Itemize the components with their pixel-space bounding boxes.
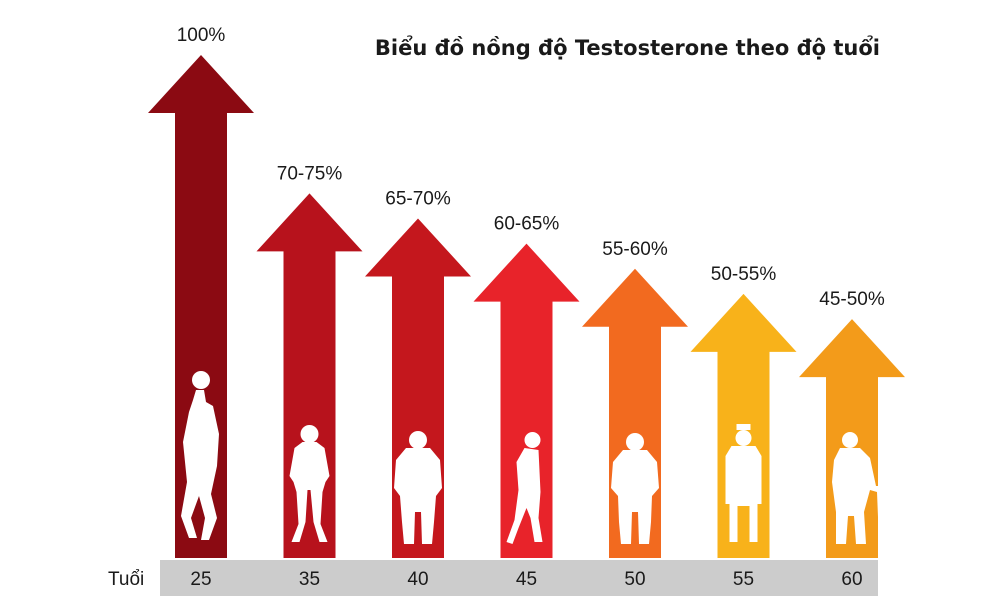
bar-arrow-50 [582,268,688,558]
x-tick-60: 60 [841,569,862,590]
bars-layer: 100% 70-75% 65-70% 60-65% 55-60% 50-55% 45-50% [148,25,905,558]
x-tick-labels: 25 35 40 45 50 55 60 [190,569,862,590]
x-tick-25: 25 [190,569,211,590]
bar-arrow-25 [148,55,254,558]
athlete-with-ball-icon [181,371,219,540]
x-axis-band [160,560,878,596]
x-tick-50: 50 [624,569,645,590]
young-man-icon [289,425,330,542]
x-tick-45: 45 [516,569,537,590]
bar-arrow-45 [473,243,580,558]
walking-man-icon [506,432,543,544]
bar-arrow-35 [256,193,363,558]
data-label-50: 55-60% [602,239,668,260]
x-axis-title: Tuổi [108,569,144,590]
bar-arrow-40 [365,218,471,558]
old-man-with-cane-icon [832,432,882,544]
data-label-60: 45-50% [819,289,885,310]
older-man-icon [611,433,659,544]
chart-title: Biểu đồ nồng độ Testosterone theo độ tuổ… [375,35,880,60]
heavy-man-icon [394,431,442,544]
data-label-35: 70-75% [277,163,343,184]
data-label-55: 50-55% [711,264,777,285]
old-man-standing-icon [725,424,762,542]
data-label-45: 60-65% [494,214,560,235]
data-label-25: 100% [177,25,226,46]
x-tick-40: 40 [407,569,428,590]
data-label-40: 65-70% [385,188,451,209]
x-tick-55: 55 [733,569,754,590]
x-tick-35: 35 [299,569,320,590]
